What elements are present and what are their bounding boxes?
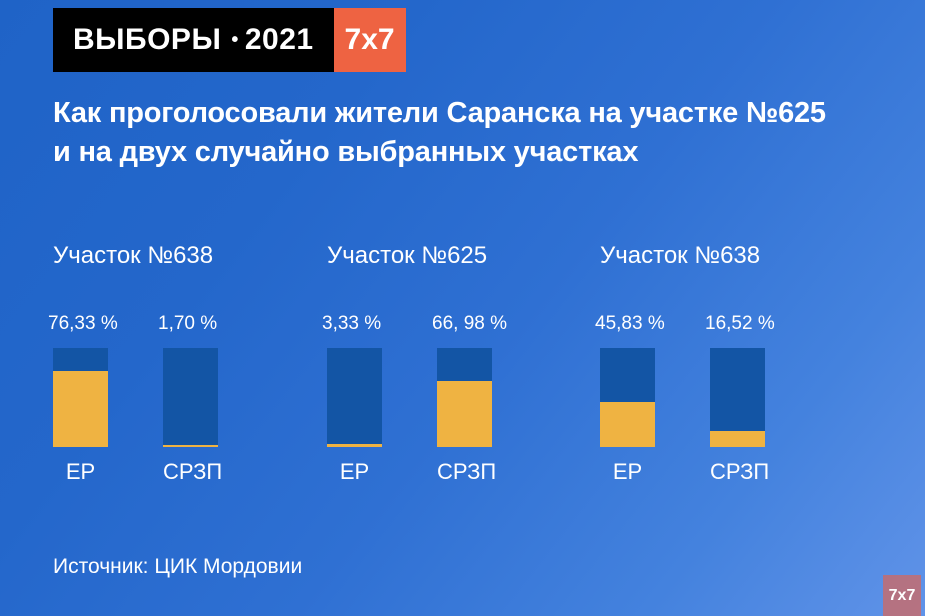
brand-word: ВЫБОРЫ [73, 23, 222, 56]
brand-badge-elections: ВЫБОРЫ • 2021 [53, 8, 334, 72]
party-label: ЕР [339, 459, 370, 484]
value-label: 76,33 % [48, 313, 118, 334]
stacked-bar-er [600, 348, 655, 447]
stacked-bar-srzp [710, 348, 765, 447]
bar-column-srzp: 1,70 % СРЗП [158, 312, 273, 485]
watermark-7x7: 7х7 [883, 575, 921, 616]
chart-group-2: Участок №625 3,33 % ЕР 66, 98 % СРЗП [322, 242, 507, 502]
stacked-bar-er [327, 348, 382, 447]
bar-column-srzp: 66, 98 % СРЗП [432, 312, 547, 485]
stacked-bar-srzp [437, 348, 492, 447]
bar-fill-yellow [437, 380, 492, 447]
bar-column-srzp: 16,52 % СРЗП [705, 312, 820, 485]
source-note: Источник: ЦИК Мордовии [53, 555, 303, 578]
bullet-separator: • [231, 28, 239, 51]
bar-fill-yellow [327, 443, 382, 447]
bar-column-er: 45,83 % ЕР [595, 312, 710, 485]
value-label: 16,52 % [705, 313, 775, 334]
bar-column-er: 76,33 % ЕР [48, 312, 163, 485]
value-label: 1,70 % [158, 313, 218, 334]
title-line-1: Как проголосовали жители Саранска на уча… [53, 97, 826, 129]
party-label: СРЗП [710, 459, 770, 484]
bar-fill-yellow [53, 371, 108, 447]
party-label: ЕР [65, 459, 96, 484]
logo-7x7: 7х7 [333, 8, 406, 72]
stacked-bar-er [53, 348, 108, 447]
bar-fill-yellow [600, 401, 655, 447]
title-line-2: и на двух случайно выбранных участках [53, 135, 639, 168]
value-label: 45,83 % [595, 313, 665, 334]
page-title: Как проголосовали жители Саранска на уча… [53, 94, 893, 171]
station-title-3: Участок №638 [600, 242, 761, 269]
bar-fill-yellow [710, 430, 765, 447]
party-label: СРЗП [163, 459, 223, 484]
party-label: ЕР [612, 459, 643, 484]
bar-fill-yellow [163, 445, 218, 447]
stacked-bar-srzp [163, 348, 218, 447]
brand-year: 2021 [244, 23, 314, 56]
chart-group-3: Участок №638 45,83 % ЕР 16,52 % СРЗП [595, 242, 775, 502]
chart-group-1: Участок №638 76,33 % ЕР 1,70 % СРЗП [48, 242, 223, 502]
bar-column-er: 3,33 % ЕР [322, 312, 437, 485]
station-title-2: Участок №625 [327, 242, 488, 269]
party-label: СРЗП [437, 459, 497, 484]
value-label: 3,33 % [322, 313, 382, 334]
station-title-1: Участок №638 [53, 242, 214, 269]
brand-header: ВЫБОРЫ • 2021 7х7 [53, 8, 406, 72]
value-label: 66, 98 % [432, 313, 507, 334]
